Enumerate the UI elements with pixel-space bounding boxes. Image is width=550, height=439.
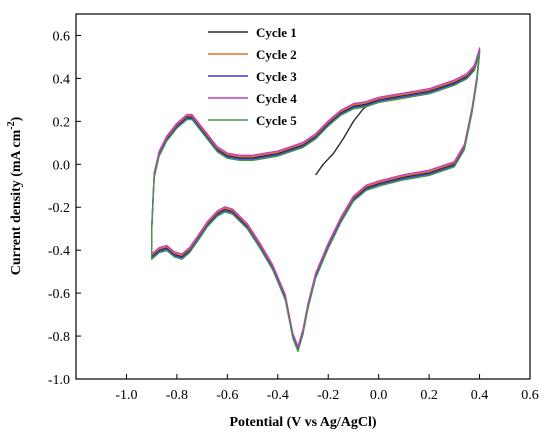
y-tick-label: -1.0 <box>48 373 70 388</box>
legend: Cycle 1 Cycle 2 Cycle 3 Cycle 4 Cycle 5 <box>208 25 297 128</box>
y-tick-label: -0.6 <box>48 287 70 302</box>
legend-label: Cycle 3 <box>256 69 297 84</box>
cycle-1-initial-sweep-line <box>315 101 374 176</box>
y-axis-title-main: Current density (mA cm <box>9 129 24 275</box>
y-axis-ticks: -1.0 -0.8 -0.6 -0.4 -0.2 0.0 0.2 0.4 0.6 <box>48 29 81 388</box>
x-tick-label: 0.0 <box>370 388 388 403</box>
y-tick-label: -0.8 <box>48 330 70 345</box>
x-tick-label: -0.2 <box>317 388 339 403</box>
y-tick-label: 0.0 <box>53 158 71 173</box>
x-tick-label: 0.6 <box>521 388 539 403</box>
cycle-line <box>151 49 481 350</box>
y-tick-label: 0.6 <box>53 29 71 44</box>
x-tick-label: -0.6 <box>216 388 238 403</box>
x-axis-title: Potential (V vs Ag/AgCl) <box>229 415 376 430</box>
x-tick-label: -1.0 <box>115 388 137 403</box>
y-tick-label: 0.4 <box>53 72 71 87</box>
y-tick-label: -0.4 <box>48 244 70 259</box>
x-axis-ticks: -1.0 -0.8 -0.6 -0.4 -0.2 0.0 0.2 0.4 0.6 <box>115 374 539 403</box>
plot-frame <box>75 13 531 380</box>
y-axis-title-close: ) <box>9 116 24 121</box>
y-tick-label: 0.2 <box>53 115 71 130</box>
y-axis-title-superscript: -2 <box>6 121 17 129</box>
x-tick-label: -0.4 <box>267 388 289 403</box>
cv-curves <box>151 47 481 353</box>
x-tick-label: -0.8 <box>166 388 188 403</box>
x-tick-label: 0.2 <box>420 388 438 403</box>
legend-label: Cycle 1 <box>256 25 297 40</box>
cycle-line <box>151 51 481 351</box>
legend-label: Cycle 2 <box>256 47 297 62</box>
y-axis-title: Current density (mA cm-2) <box>6 116 24 275</box>
y-tick-label: -0.2 <box>48 201 70 216</box>
legend-label: Cycle 5 <box>256 113 297 128</box>
cycle-line <box>151 52 481 353</box>
x-tick-label: 0.4 <box>471 388 489 403</box>
legend-label: Cycle 4 <box>256 91 297 106</box>
